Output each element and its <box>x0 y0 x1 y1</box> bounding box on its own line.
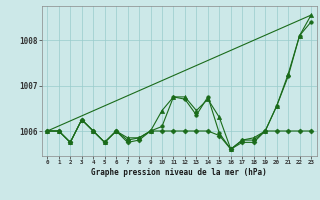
X-axis label: Graphe pression niveau de la mer (hPa): Graphe pression niveau de la mer (hPa) <box>91 168 267 177</box>
